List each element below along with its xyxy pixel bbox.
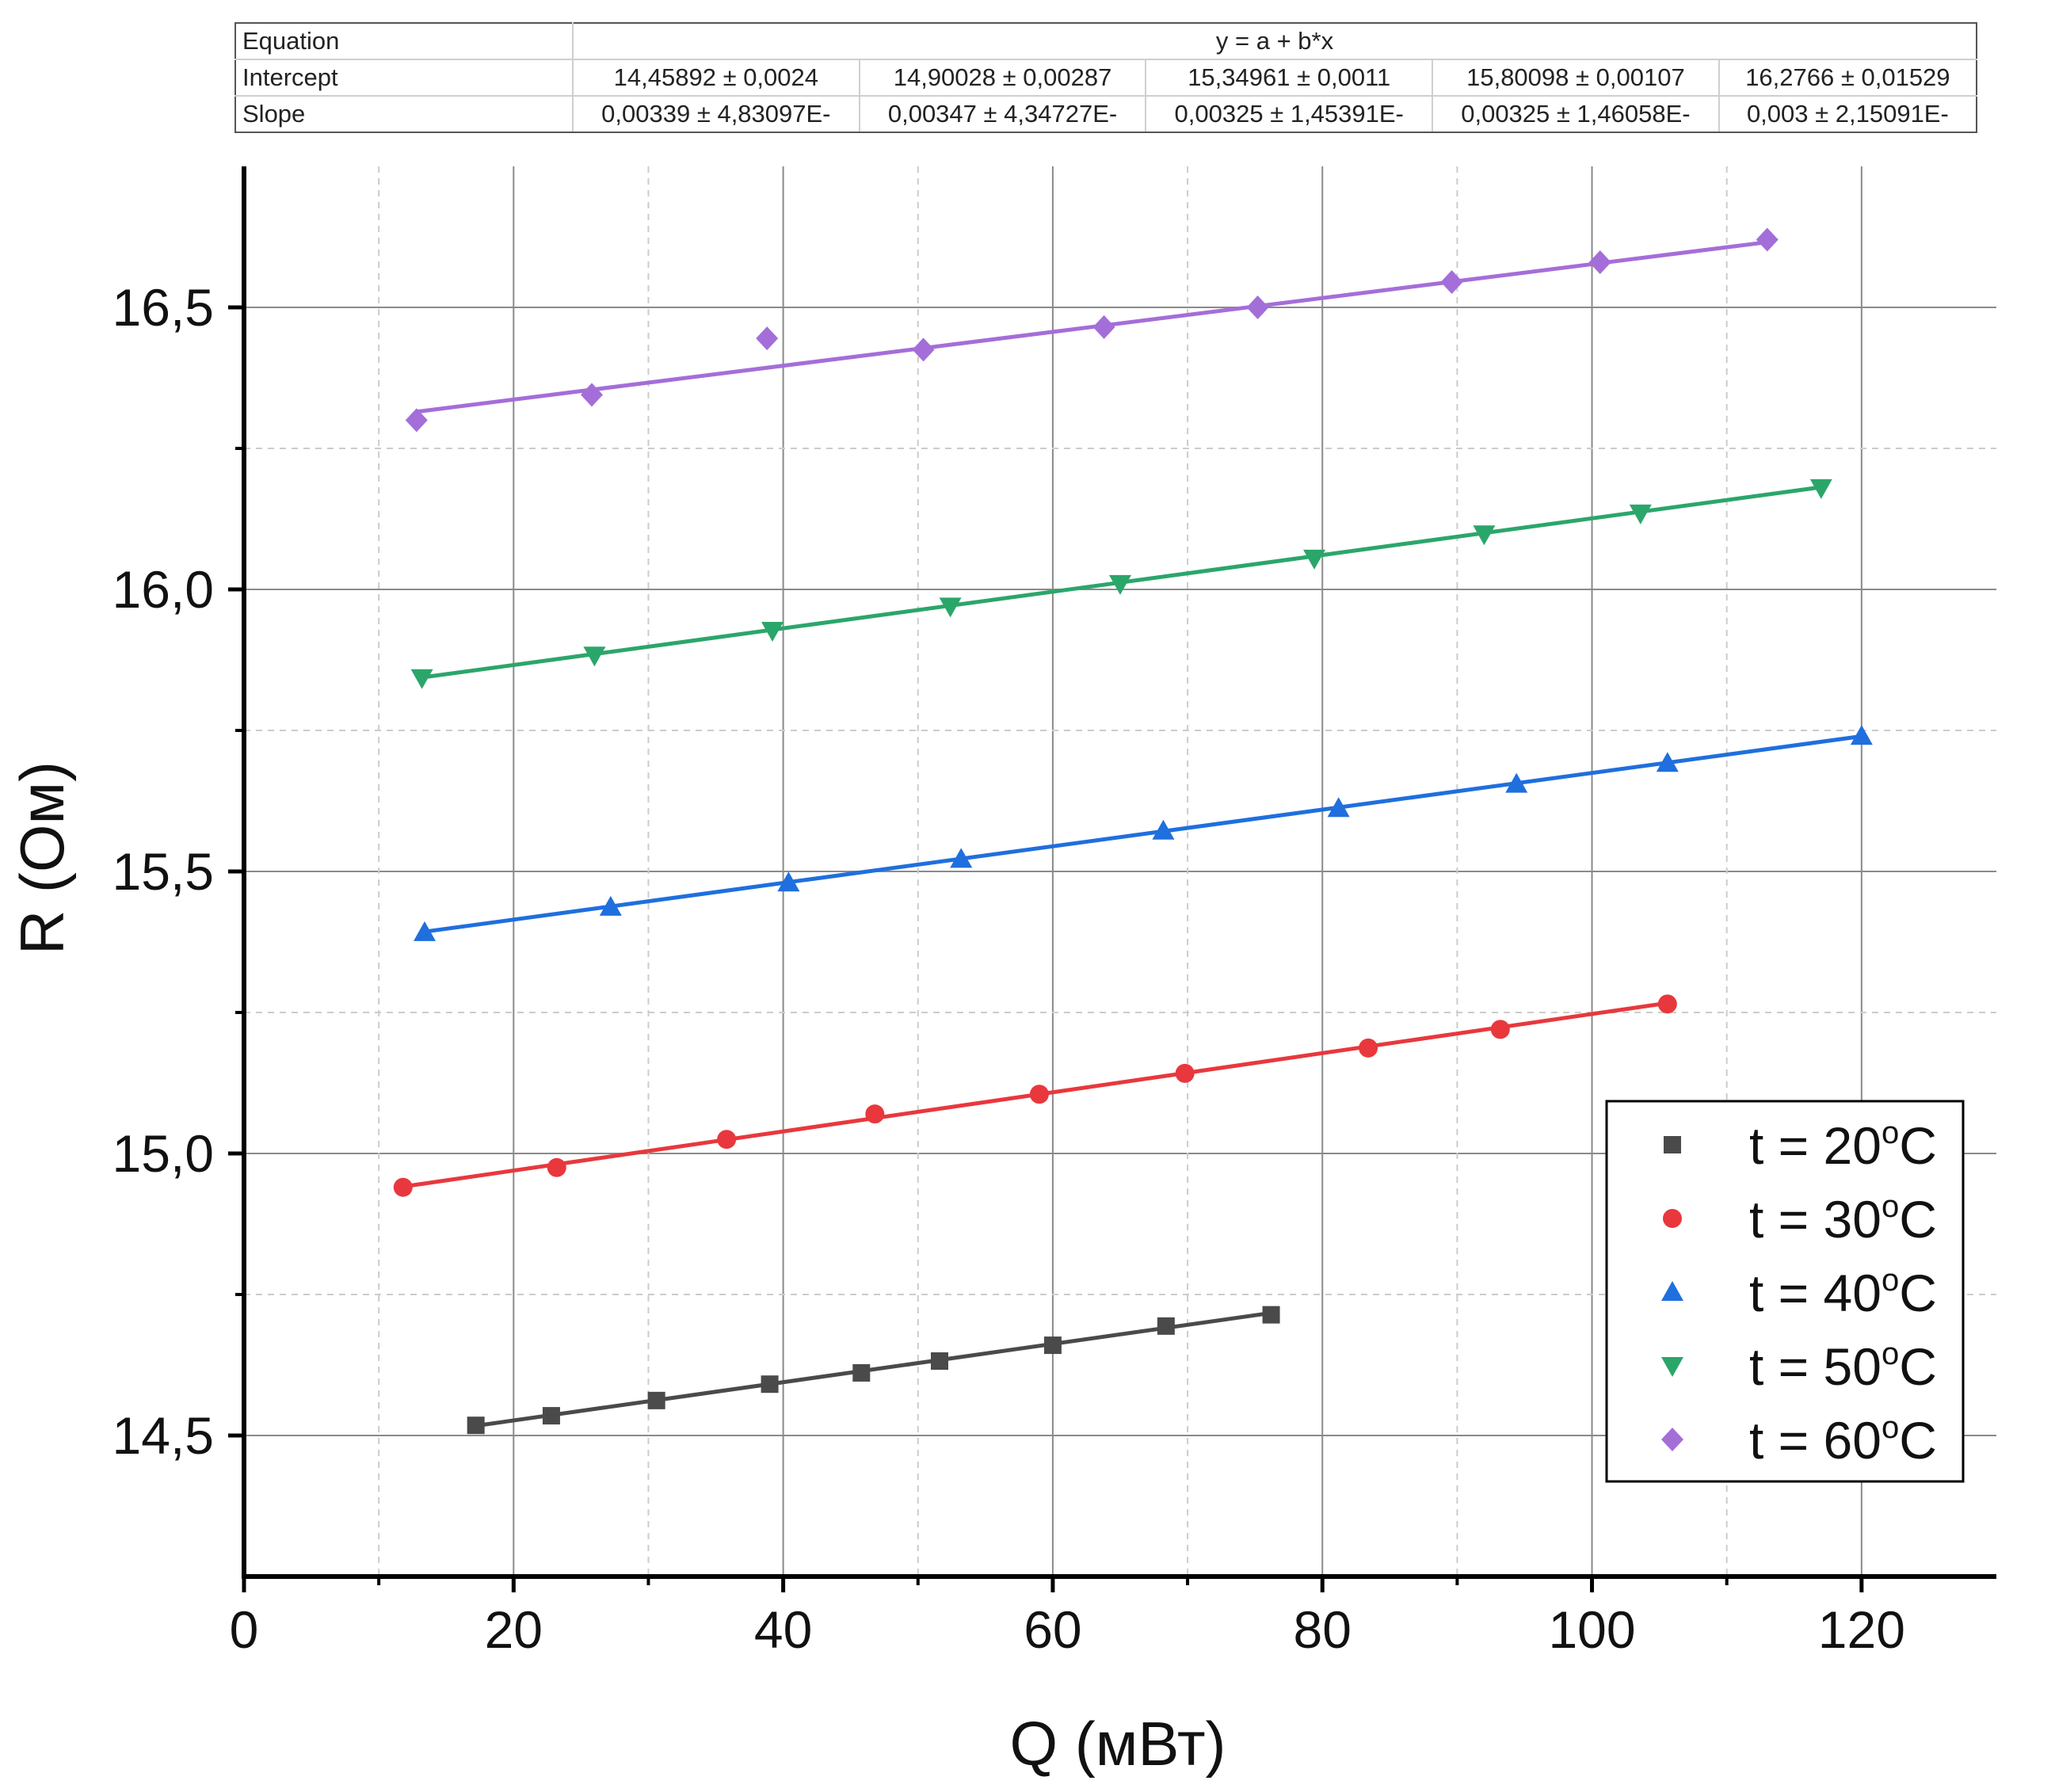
- intercept-row: Intercept 14,45892 ± 0,0024 14,90028 ± 0…: [234, 59, 1978, 97]
- data-point-series-4: [939, 597, 962, 618]
- data-point-series-1: [542, 1407, 560, 1425]
- data-point-series-5: [580, 383, 603, 407]
- equation-cell: y = a + b*x: [572, 22, 1977, 60]
- row-label: Intercept: [234, 59, 574, 97]
- x-tick-label: 80: [1294, 1600, 1352, 1659]
- legend-marker: [1661, 1428, 1683, 1451]
- data-point-series-3: [777, 871, 800, 892]
- legend-marker: [1664, 1136, 1681, 1153]
- legend-marker: [1661, 1357, 1683, 1377]
- x-tick-label: 0: [230, 1600, 259, 1659]
- data-point-series-2: [1490, 1020, 1510, 1039]
- legend-label: t = 40oC: [1749, 1263, 1937, 1322]
- data-point-series-5: [405, 408, 428, 433]
- x-tick-label: 20: [485, 1600, 543, 1659]
- data-point-series-3: [1505, 772, 1528, 793]
- fit-line-3: [424, 734, 1862, 934]
- data-point-series-4: [1473, 525, 1496, 546]
- x-tick-label: 60: [1024, 1600, 1081, 1659]
- equation-row: Equation y = a + b*x: [234, 22, 1977, 60]
- slope-cell: 0,00347 ± 4,34727E-: [858, 95, 1147, 133]
- data-point-series-1: [467, 1416, 485, 1435]
- data-point-series-2: [717, 1130, 737, 1150]
- legend-label: t = 50oC: [1749, 1336, 1937, 1396]
- x-tick-label: 120: [1818, 1600, 1905, 1659]
- y-axis-label: R (Ом): [7, 761, 77, 955]
- data-point-series-1: [930, 1352, 948, 1371]
- slope-cell: 0,00339 ± 4,83097E-: [572, 95, 860, 133]
- data-point-series-3: [599, 895, 622, 916]
- data-point-series-2: [547, 1157, 566, 1177]
- legend-label: t = 20oC: [1749, 1115, 1937, 1175]
- legend-marker: [1663, 1209, 1682, 1228]
- data-point-series-2: [1029, 1085, 1049, 1104]
- data-point-series-1: [1262, 1306, 1280, 1324]
- intercept-cell: 15,80098 ± 0,00107: [1432, 59, 1720, 97]
- y-tick-label: 16,5: [112, 278, 214, 337]
- legend-label: t = 60oC: [1749, 1410, 1937, 1470]
- slope-row: Slope 0,00339 ± 4,83097E- 0,00347 ± 4,34…: [234, 95, 1978, 133]
- data-point-series-5: [1246, 295, 1269, 319]
- data-point-series-1: [1043, 1336, 1062, 1355]
- data-point-series-5: [1092, 315, 1115, 339]
- data-point-series-3: [950, 848, 973, 868]
- legend-marker: [1661, 1281, 1683, 1301]
- y-tick-label: 16,0: [112, 560, 214, 619]
- y-tick-label: 15,5: [112, 842, 214, 901]
- data-point-series-1: [647, 1391, 665, 1409]
- data-points: [393, 227, 1873, 1435]
- intercept-cell: 14,45892 ± 0,0024: [572, 59, 860, 97]
- data-point-series-5: [912, 337, 935, 362]
- axes: [228, 166, 1996, 1592]
- data-point-series-4: [583, 646, 606, 667]
- data-point-series-5: [756, 326, 779, 351]
- data-point-series-2: [1657, 994, 1677, 1014]
- intercept-cell: 14,90028 ± 0,00287: [858, 59, 1147, 97]
- data-point-series-3: [1656, 752, 1679, 772]
- y-tick-label: 14,5: [112, 1406, 214, 1465]
- data-point-series-1: [761, 1375, 779, 1394]
- x-tick-label: 100: [1548, 1600, 1635, 1659]
- y-tick-label: 15,0: [112, 1124, 214, 1183]
- data-point-series-4: [1303, 549, 1326, 570]
- intercept-cell: 15,34961 ± 0,0011: [1145, 59, 1434, 97]
- data-point-series-2: [865, 1104, 885, 1124]
- data-point-series-5: [1756, 227, 1779, 252]
- data-point-series-4: [410, 669, 433, 689]
- row-label: Equation: [234, 22, 574, 60]
- data-point-series-5: [1588, 250, 1611, 275]
- data-point-series-1: [852, 1363, 871, 1382]
- data-point-series-4: [761, 621, 784, 642]
- data-point-series-3: [1152, 819, 1175, 840]
- slope-cell: 0,003 ± 2,15091E-: [1718, 95, 1978, 133]
- legend-label: t = 30oC: [1749, 1189, 1937, 1249]
- data-point-series-4: [1629, 504, 1652, 524]
- slope-cell: 0,00325 ± 1,46058E-: [1432, 95, 1720, 133]
- legend-box: [1605, 1100, 1965, 1483]
- data-point-series-4: [1809, 479, 1832, 499]
- data-point-series-1: [1157, 1317, 1175, 1335]
- x-tick-label: 40: [754, 1600, 812, 1659]
- row-label: Slope: [234, 95, 574, 133]
- data-point-series-5: [1440, 269, 1463, 294]
- legend: t = 20oC t = 30oC t = 40oC t = 50oC t = 60oC: [1605, 1100, 1965, 1483]
- data-point-series-3: [414, 921, 437, 941]
- fit-line-1: [475, 1310, 1272, 1428]
- data-point-series-4: [1109, 574, 1131, 595]
- slope-cell: 0,00325 ± 1,45391E-: [1145, 95, 1434, 133]
- fit-results-table: Equation y = a + b*x Intercept 14,45892 …: [234, 22, 1978, 133]
- data-point-series-3: [1850, 725, 1873, 745]
- tick-labels: 0 20 40 60 80 100 120 14,5 15,0 15,5 16,0 16,5: [112, 278, 1905, 1659]
- fit-line-5: [416, 240, 1768, 414]
- x-axis-label: Q (мВт): [1009, 1709, 1226, 1779]
- data-point-series-2: [1359, 1038, 1378, 1058]
- intercept-cell: 16,2766 ± 0,01529: [1718, 59, 1978, 97]
- data-point-series-2: [393, 1177, 413, 1197]
- data-point-series-3: [1327, 797, 1350, 818]
- data-point-series-2: [1175, 1063, 1195, 1083]
